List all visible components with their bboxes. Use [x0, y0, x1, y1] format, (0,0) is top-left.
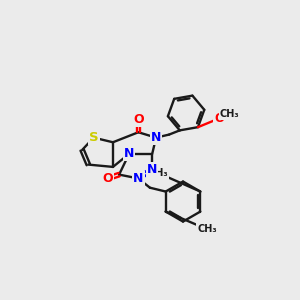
Text: N: N [147, 163, 158, 176]
Text: CH₃: CH₃ [219, 109, 239, 119]
Text: CH₃: CH₃ [197, 224, 217, 234]
Text: CH₃: CH₃ [148, 168, 168, 178]
Text: O: O [133, 113, 144, 126]
Text: O: O [214, 112, 224, 125]
Text: N: N [133, 172, 143, 185]
Text: N: N [151, 131, 161, 144]
Text: N: N [124, 147, 134, 160]
Text: S: S [89, 131, 98, 144]
Text: O: O [102, 172, 113, 185]
